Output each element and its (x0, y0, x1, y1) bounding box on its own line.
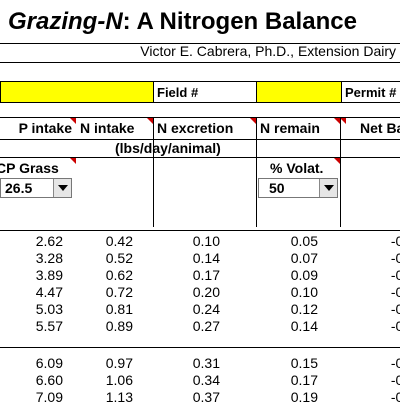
field-label-text: Field # (157, 85, 199, 100)
grid-line (0, 157, 400, 158)
cp-grass-label: CP Grass (0, 160, 59, 176)
comment-marker (334, 158, 340, 164)
grid-line (0, 230, 400, 231)
table-cell-cp-intake: 7.09 (35, 389, 63, 403)
table-cell-n-intake: 1.06 (105, 372, 133, 388)
col-header-n-remain-text: N remain (260, 120, 320, 136)
table-cell-n-intake: 0.72 (105, 284, 133, 300)
chevron-down-icon[interactable] (53, 179, 71, 197)
grid-line (0, 347, 400, 348)
table-cell-n-excretion: 0.34 (192, 372, 220, 388)
table-cell-n-intake: 1.13 (105, 389, 133, 403)
col-header-n-excretion-text: N excretion (157, 120, 234, 136)
table-cell-cp-intake: 5.57 (35, 318, 63, 334)
table-cell-n-excretion: 0.14 (192, 250, 220, 266)
volatilization-select[interactable]: 50 (258, 178, 338, 198)
table-cell-net-balance: -0.9 (390, 389, 400, 403)
table-cell-net-balance: -0.8 (390, 372, 400, 388)
grid-line (340, 117, 341, 227)
table-cell-cp-intake: 6.09 (35, 355, 63, 371)
col-header-cp-intake-text: P intake (18, 120, 72, 136)
field-label: Field # (153, 81, 257, 103)
table-cell-n-intake: 0.52 (105, 250, 133, 266)
comment-marker (340, 118, 346, 124)
cp-grass-select[interactable]: 26.5 (0, 178, 72, 198)
field-input-cell[interactable] (256, 81, 342, 103)
table-cell-n-excretion: 0.37 (192, 389, 220, 403)
page-title: Grazing-N: A Nitrogen Balance (8, 8, 357, 36)
comment-marker (250, 118, 256, 124)
table-cell-net-balance: -0.4 (390, 250, 400, 266)
title-rest: : A Nitrogen Balance (122, 8, 357, 35)
grid-line (256, 117, 257, 227)
table-cell-net-balance: -0.6 (390, 301, 400, 317)
table-cell-cp-intake: 6.60 (35, 372, 63, 388)
col-header-n-intake: N intake (76, 118, 153, 140)
table-cell-cp-intake: 4.47 (35, 284, 63, 300)
title-band: Grazing-N: A Nitrogen Balance (0, 0, 400, 44)
volatilization-label: % Volat. (270, 160, 324, 176)
table-cell-n-excretion: 0.27 (192, 318, 220, 334)
col-header-n-excretion: N excretion (153, 118, 256, 140)
col-header-cp-intake: P intake (0, 118, 76, 140)
comment-marker (334, 118, 340, 124)
table-cell-cp-intake: 5.03 (35, 301, 63, 317)
table-cell-net-balance: -0.5 (390, 267, 400, 283)
col-header-net-balance-text: Net Ba (360, 120, 400, 136)
grid-line (0, 62, 400, 63)
table-cell-n-remain: 0.10 (290, 284, 318, 300)
table-cell-cp-intake: 2.62 (35, 233, 63, 249)
yellow-input-cell[interactable] (0, 81, 154, 103)
comment-marker (70, 158, 76, 164)
table-cell-n-intake: 0.89 (105, 318, 133, 334)
table-cell-n-excretion: 0.10 (192, 233, 220, 249)
chevron-down-icon[interactable] (319, 179, 337, 197)
col-header-n-intake-text: N intake (80, 120, 135, 136)
table-cell-cp-intake: 3.89 (35, 267, 63, 283)
table-cell-n-remain: 0.12 (290, 301, 318, 317)
table-cell-n-excretion: 0.31 (192, 355, 220, 371)
table-cell-n-excretion: 0.17 (192, 267, 220, 283)
table-cell-n-remain: 0.09 (290, 267, 318, 283)
col-header-net-balance: Net Ba (340, 118, 400, 140)
permit-label-text: Permit # (345, 85, 397, 100)
table-cell-n-intake: 0.97 (105, 355, 133, 371)
grid-line (0, 139, 400, 140)
table-cell-n-intake: 0.42 (105, 233, 133, 249)
table-cell-n-remain: 0.14 (290, 318, 318, 334)
table-cell-n-remain: 0.19 (290, 389, 318, 403)
table-cell-n-excretion: 0.20 (192, 284, 220, 300)
cp-grass-value: 26.5 (5, 180, 33, 196)
table-cell-n-intake: 0.62 (105, 267, 133, 283)
comment-marker (147, 118, 153, 124)
grid-line (0, 117, 400, 118)
author-line: Victor E. Cabrera, Ph.D., Extension Dair… (140, 43, 396, 59)
table-cell-net-balance: -0.3 (390, 233, 400, 249)
table-cell-n-intake: 0.81 (105, 301, 133, 317)
col-header-n-remain: N remain (256, 118, 340, 140)
table-cell-n-remain: 0.15 (290, 355, 318, 371)
table-cell-n-remain: 0.05 (290, 233, 318, 249)
permit-label: Permit # (341, 81, 400, 103)
table-cell-cp-intake: 3.28 (35, 250, 63, 266)
title-italic: Grazing-N (8, 8, 123, 35)
volatilization-value: 50 (269, 180, 285, 196)
table-cell-n-excretion: 0.24 (192, 301, 220, 317)
grid-line (153, 117, 154, 227)
table-cell-net-balance: -0.6 (390, 284, 400, 300)
table-cell-net-balance: -0.7 (390, 318, 400, 334)
comment-marker (70, 118, 76, 124)
table-cell-n-remain: 0.07 (290, 250, 318, 266)
table-cell-net-balance: -0.8 (390, 355, 400, 371)
table-cell-n-remain: 0.17 (290, 372, 318, 388)
units-label: (lbs/day/animal) (115, 140, 221, 156)
